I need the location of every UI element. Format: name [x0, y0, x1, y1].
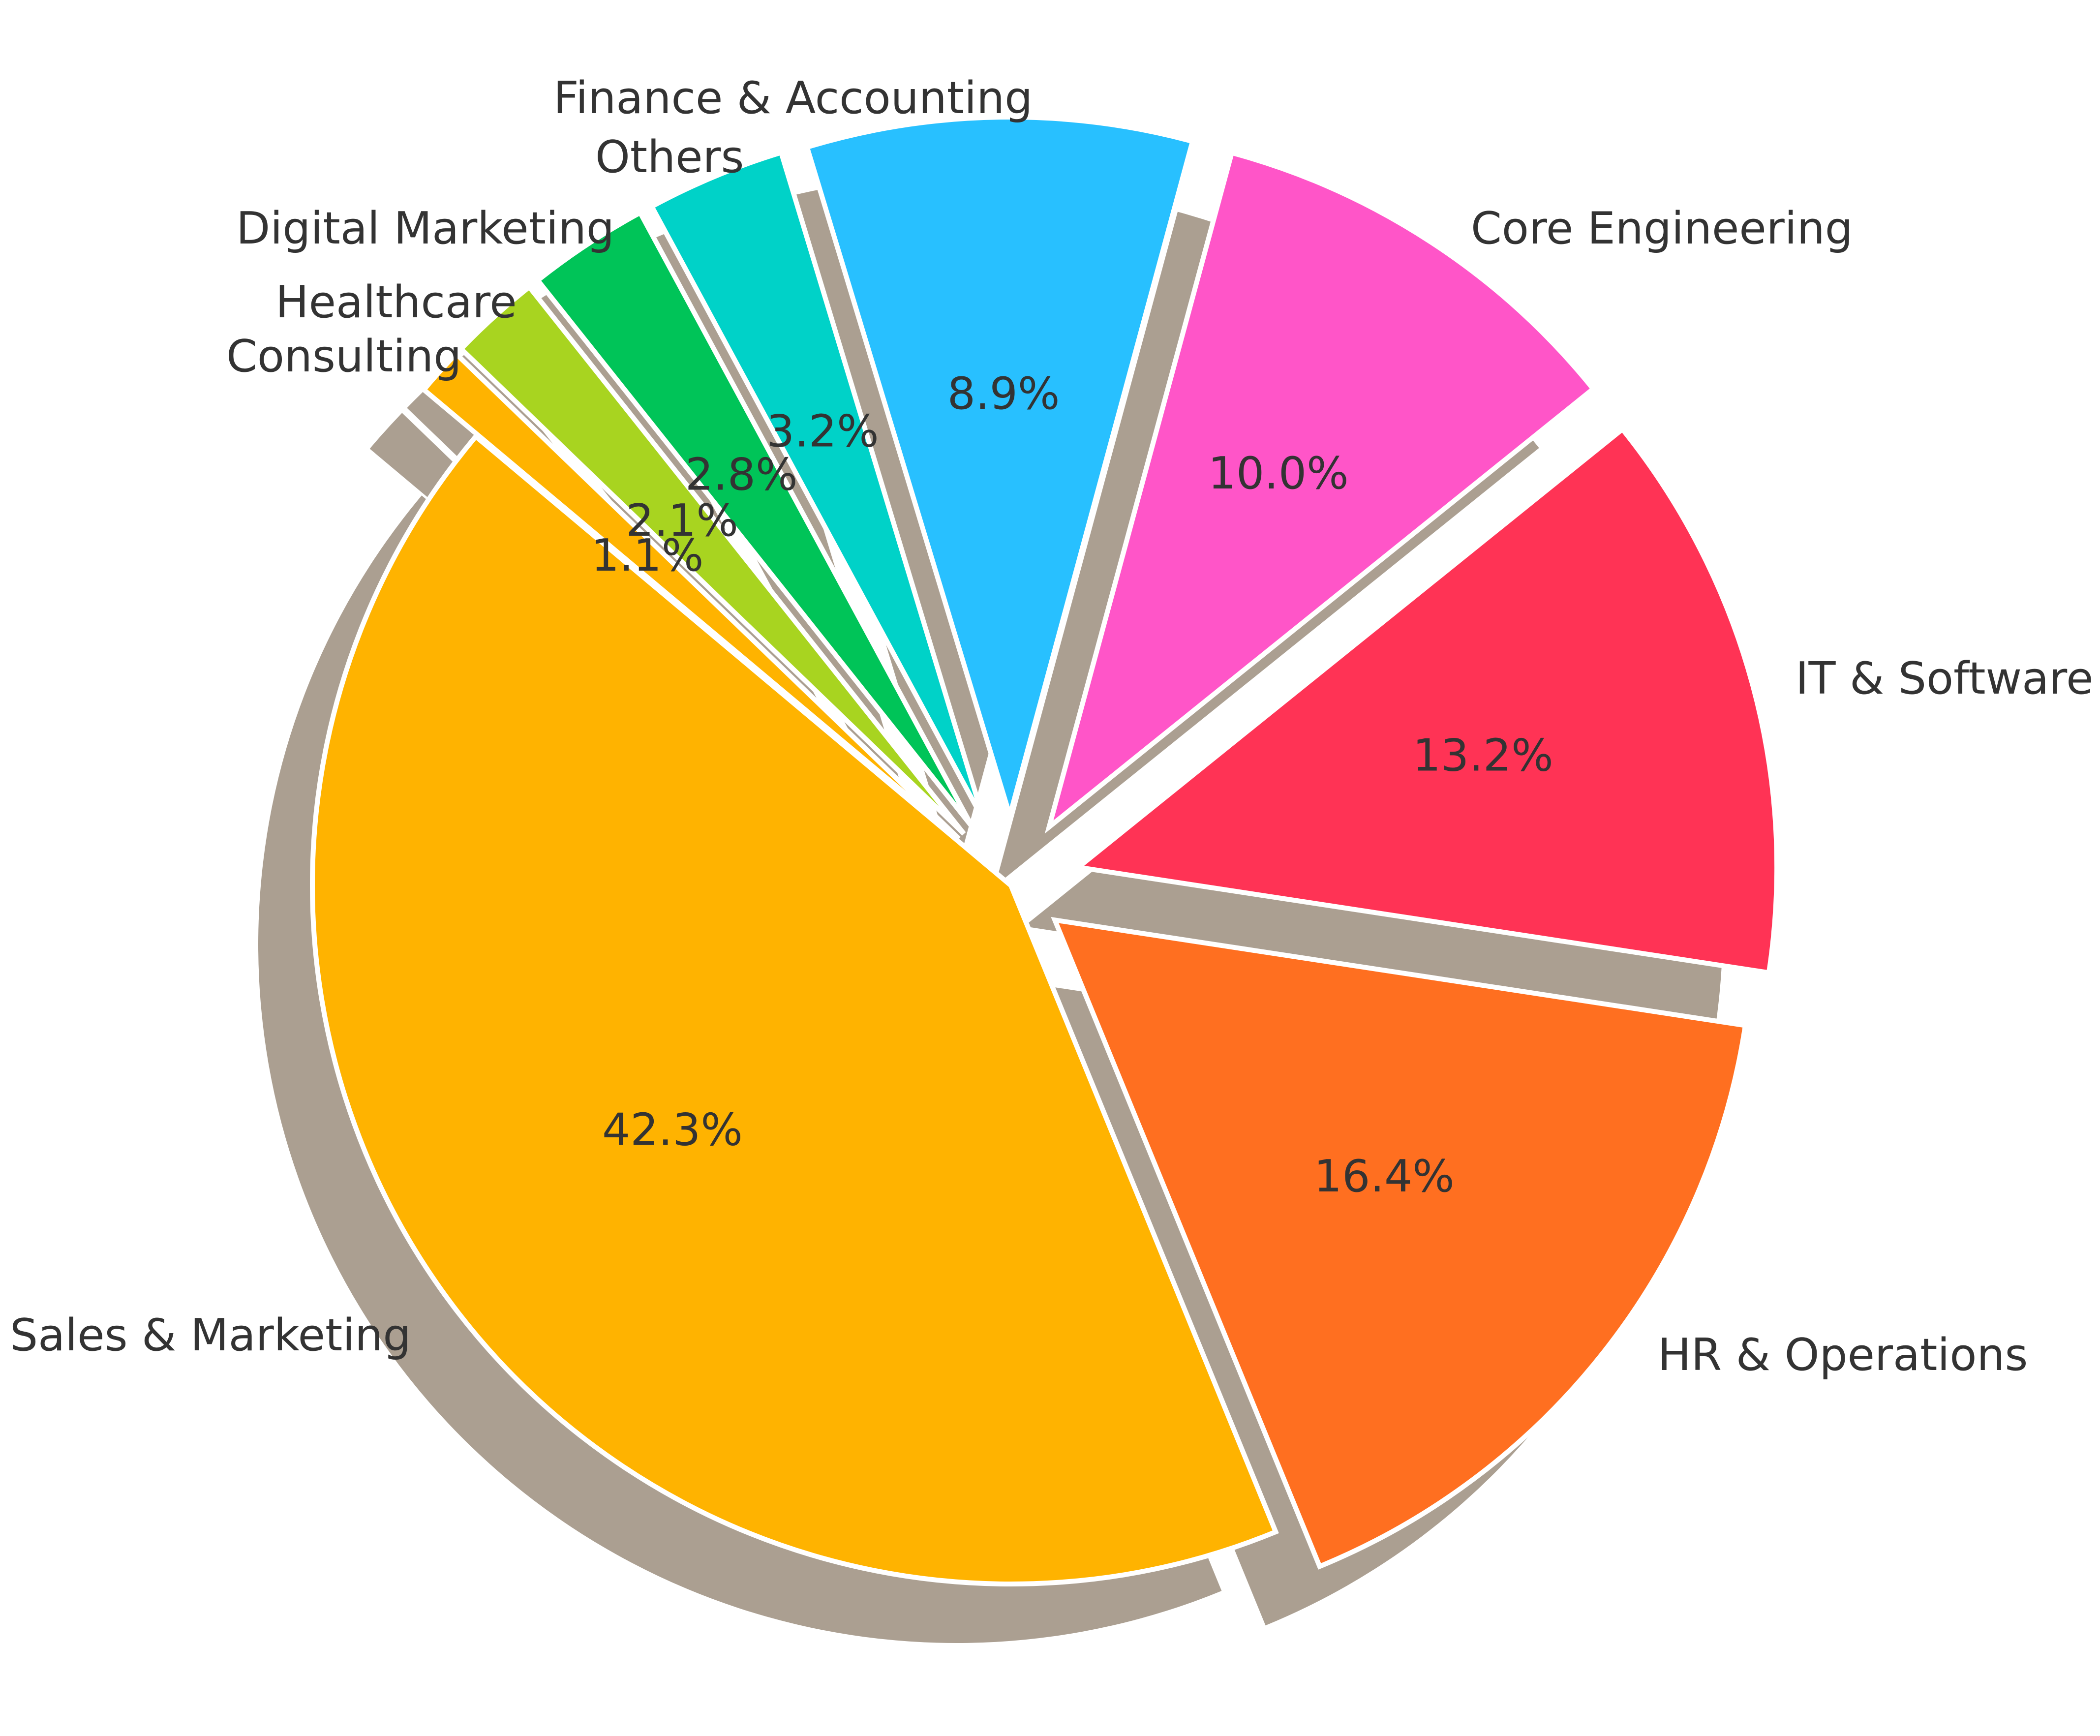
category-label-others: Others: [595, 131, 744, 183]
slice-hr-operations: [1051, 916, 1748, 1570]
category-label-digital-marketing: Digital Marketing: [236, 203, 614, 254]
percent-label-it-software: 13.2%: [1413, 730, 1553, 781]
percent-label-finance-accounting: 8.9%: [947, 368, 1060, 420]
slices: [310, 115, 1780, 1586]
slice-finance-accounting: [804, 115, 1196, 825]
category-labels: Sales & Marketing HR & Operations IT & Sof…: [10, 72, 2094, 1381]
slice-it-software: [1072, 426, 1780, 976]
percent-label-hr-operations: 16.4%: [1314, 1151, 1455, 1202]
slice-healthcare: [457, 283, 966, 836]
percent-label-core-engineering: 10.0%: [1208, 448, 1349, 499]
category-label-core-engineering: Core Engineering: [1471, 203, 1853, 254]
slice-core-engineering: [1044, 150, 1597, 834]
category-label-sales-marketing: Sales & Marketing: [10, 1310, 411, 1361]
slice-others: [648, 149, 987, 822]
percent-label-healthcare: 2.1%: [626, 495, 738, 547]
percent-label-digital-marketing: 2.8%: [685, 449, 798, 500]
percent-label-sales-marketing: 42.3%: [602, 1104, 743, 1156]
category-label-hr-operations: HR & Operations: [1658, 1329, 2028, 1381]
percent-label-consulting: 1.1%: [591, 530, 704, 581]
category-label-it-software: IT & Software: [1796, 653, 2094, 704]
percent-labels: 42.3% 16.4% 13.2% 10.0% 8.9% 3.2%2.8%2.1%1.1%: [591, 368, 1553, 1202]
category-label-finance-accounting: Finance & Accounting: [553, 72, 1033, 124]
slice-digital-marketing: [534, 209, 975, 829]
percent-label-others: 3.2%: [766, 405, 879, 457]
category-label-healthcare: Healthcare: [275, 276, 517, 328]
slice-sales-marketing: [310, 433, 1279, 1586]
slice-consulting: [420, 350, 961, 841]
category-label-consulting: Consulting: [226, 331, 461, 382]
